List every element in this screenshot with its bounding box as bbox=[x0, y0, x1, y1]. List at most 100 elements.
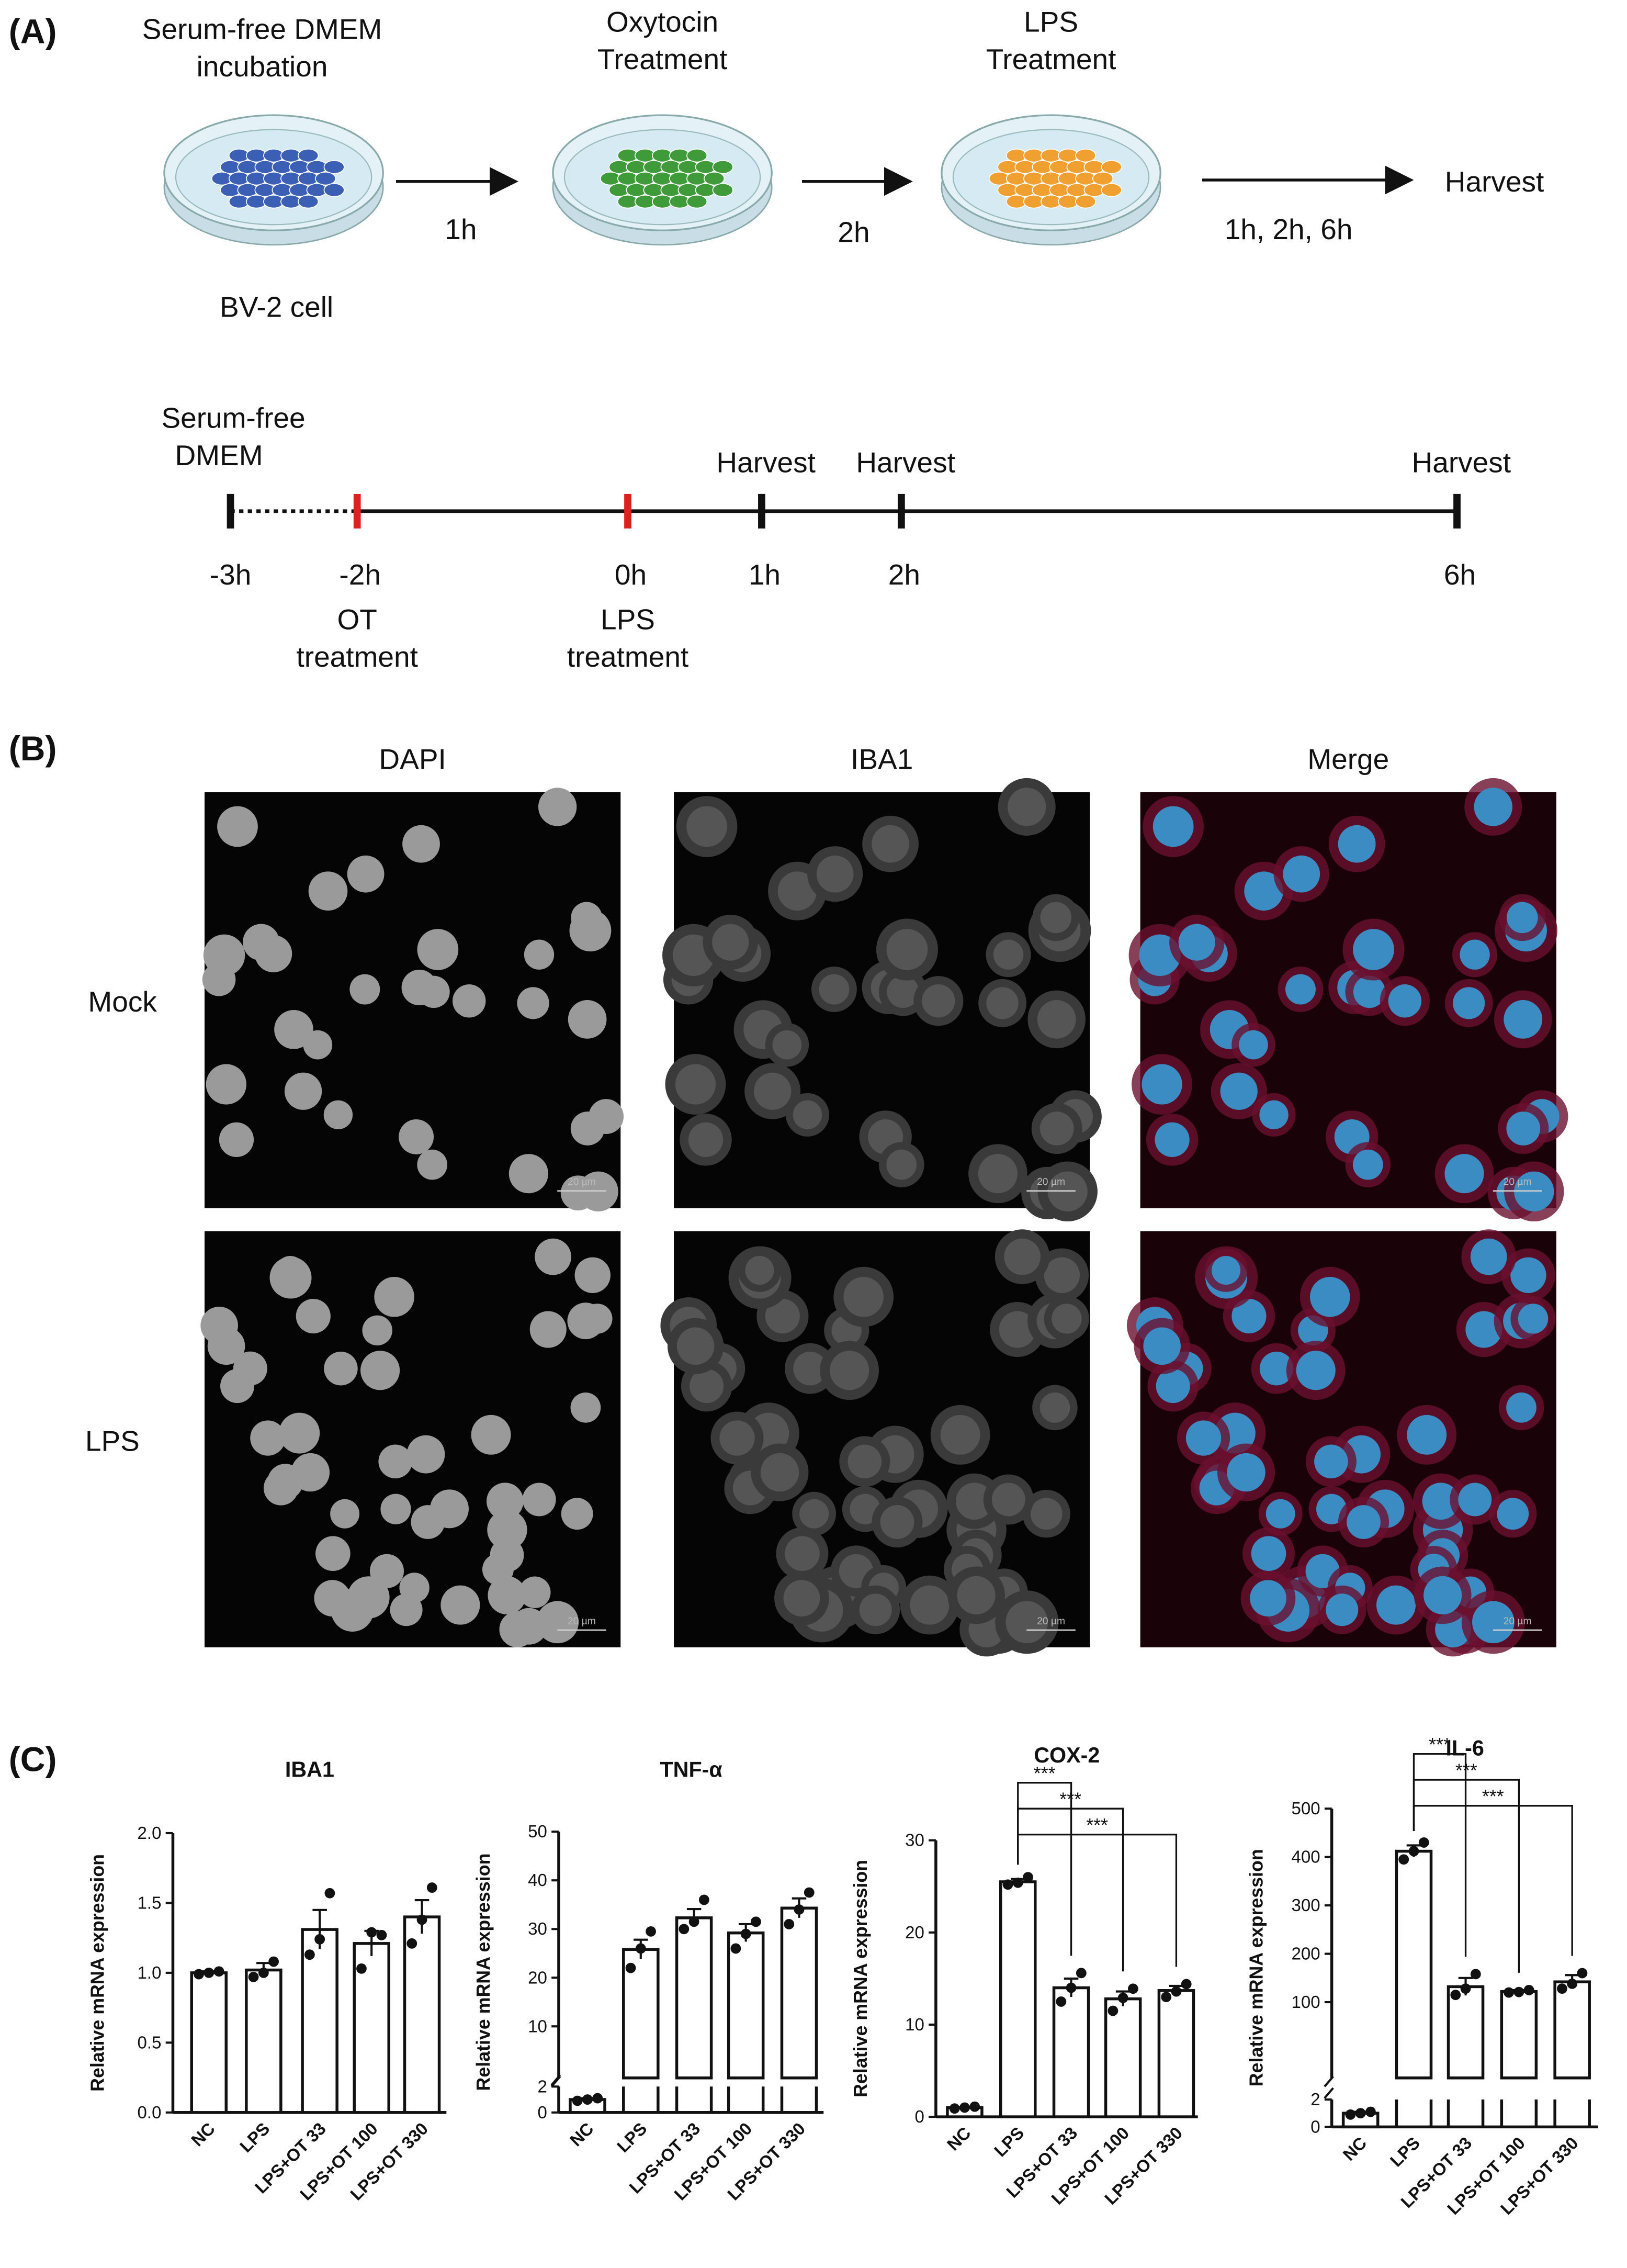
cell-nucleus bbox=[1497, 1498, 1529, 1530]
label: 6h bbox=[1444, 558, 1476, 591]
panel-label: (C) bbox=[9, 1740, 57, 1779]
cell-nucleus bbox=[1353, 975, 1386, 1008]
cell-nucleus bbox=[1037, 1000, 1076, 1039]
label: -3h bbox=[210, 558, 252, 591]
x-tick-label: NC bbox=[187, 2119, 219, 2150]
cell-nucleus bbox=[390, 1593, 423, 1626]
cell-nucleus bbox=[1296, 1351, 1336, 1390]
cell-nucleus bbox=[690, 1369, 724, 1404]
cell-nucleus bbox=[887, 975, 919, 1008]
cell-nucleus bbox=[207, 1327, 245, 1365]
y-tick-label: 500 bbox=[1292, 1799, 1320, 1818]
cell-nucleus bbox=[314, 1580, 351, 1617]
cell-nucleus bbox=[859, 1593, 892, 1626]
cell-nucleus bbox=[538, 788, 577, 826]
data-point bbox=[1161, 1992, 1172, 2003]
cell-nucleus bbox=[910, 1585, 950, 1625]
cell-nucleus bbox=[1504, 1000, 1543, 1039]
x-tick-label: LPS bbox=[236, 2119, 274, 2157]
significance-bracket bbox=[1017, 1834, 1178, 1967]
cell-nucleus bbox=[570, 1111, 605, 1146]
cell-nucleus bbox=[522, 1483, 556, 1517]
cell-nucleus bbox=[1239, 1030, 1268, 1060]
cell-nucleus bbox=[1338, 825, 1376, 863]
cell-nucleus bbox=[582, 1304, 613, 1334]
label: LPS bbox=[601, 603, 655, 636]
cell bbox=[1101, 160, 1122, 174]
y-tick-label: 20 bbox=[528, 1968, 547, 1987]
cell bbox=[712, 183, 733, 197]
data-point bbox=[1513, 1986, 1524, 1997]
significance-label: *** bbox=[1086, 1815, 1108, 1836]
data-point bbox=[1470, 1969, 1481, 1980]
cell-nucleus bbox=[991, 1483, 1025, 1517]
cell-nucleus bbox=[686, 806, 727, 847]
cell-nucleus bbox=[536, 1601, 579, 1644]
y-tick-label: 50 bbox=[528, 1822, 547, 1841]
cell bbox=[686, 148, 708, 163]
y-tick-label: 30 bbox=[905, 1831, 924, 1850]
cell-nucleus bbox=[1518, 1304, 1549, 1334]
cell-nucleus bbox=[276, 1255, 305, 1285]
data-point bbox=[1023, 1872, 1033, 1883]
cell-nucleus bbox=[956, 1483, 993, 1520]
label: COX-2 bbox=[1034, 1743, 1100, 1767]
cell-nucleus bbox=[517, 987, 549, 1019]
cell-nucleus bbox=[1231, 1298, 1267, 1334]
cell-nucleus bbox=[219, 1122, 254, 1158]
cell bbox=[1092, 172, 1114, 186]
cell-nucleus bbox=[1185, 1420, 1222, 1456]
cell-nucleus bbox=[360, 1351, 400, 1390]
cell-nucleus bbox=[570, 1392, 601, 1423]
y-tick-label: 1.0 bbox=[138, 1963, 162, 1982]
data-point bbox=[679, 1924, 690, 1935]
cell-nucleus bbox=[688, 1122, 724, 1158]
cell-nucleus bbox=[765, 1298, 800, 1334]
data-point bbox=[730, 1943, 741, 1954]
cell bbox=[298, 195, 319, 209]
data-point bbox=[784, 1919, 795, 1929]
data-point bbox=[592, 2093, 603, 2104]
data-point bbox=[1355, 2108, 1366, 2119]
data-point bbox=[688, 1916, 699, 1927]
cell-nucleus bbox=[1044, 1257, 1080, 1294]
cell-nucleus bbox=[1259, 1351, 1294, 1386]
cell-nucleus bbox=[243, 924, 280, 961]
cell-nucleus bbox=[487, 1510, 527, 1550]
data-point bbox=[635, 1943, 646, 1954]
data-point bbox=[949, 2103, 960, 2114]
significance-label: *** bbox=[1034, 1763, 1056, 1784]
cell-nucleus bbox=[1506, 1392, 1536, 1423]
cell-nucleus bbox=[217, 806, 258, 847]
bar bbox=[780, 1906, 818, 2080]
axis-break bbox=[550, 2075, 561, 2087]
cell-nucleus bbox=[1472, 1601, 1515, 1644]
significance-label: *** bbox=[1455, 1760, 1477, 1781]
label: Serum-free DMEM bbox=[142, 13, 382, 45]
cell-nucleus bbox=[1423, 1576, 1462, 1615]
label: 20 µm bbox=[1037, 1177, 1065, 1188]
y-axis-label: Relative mRNA expression bbox=[1246, 1849, 1267, 2086]
y-tick-label: 30 bbox=[528, 1919, 547, 1938]
y-tick-label: 10 bbox=[528, 2016, 547, 2036]
cell-nucleus bbox=[1388, 984, 1422, 1018]
cell-nucleus bbox=[1353, 929, 1394, 970]
data-point bbox=[794, 1904, 805, 1915]
cell-nucleus bbox=[1474, 788, 1512, 826]
cell-nucleus bbox=[406, 1435, 445, 1474]
data-point bbox=[1012, 1877, 1023, 1888]
cell-nucleus bbox=[880, 1505, 914, 1539]
cell-nucleus bbox=[378, 1444, 413, 1479]
cell-nucleus bbox=[783, 1580, 820, 1617]
cell-nucleus bbox=[1251, 1536, 1286, 1571]
cell bbox=[686, 195, 708, 209]
cell-nucleus bbox=[440, 1585, 480, 1625]
cell-nucleus bbox=[411, 1505, 445, 1539]
cell-nucleus bbox=[488, 1576, 526, 1615]
label: 1h bbox=[445, 213, 477, 245]
cell-nucleus bbox=[417, 1149, 448, 1180]
panel-label: (B) bbox=[9, 729, 57, 768]
cell-nucleus bbox=[1266, 1499, 1295, 1529]
label: LPS bbox=[1024, 6, 1078, 38]
